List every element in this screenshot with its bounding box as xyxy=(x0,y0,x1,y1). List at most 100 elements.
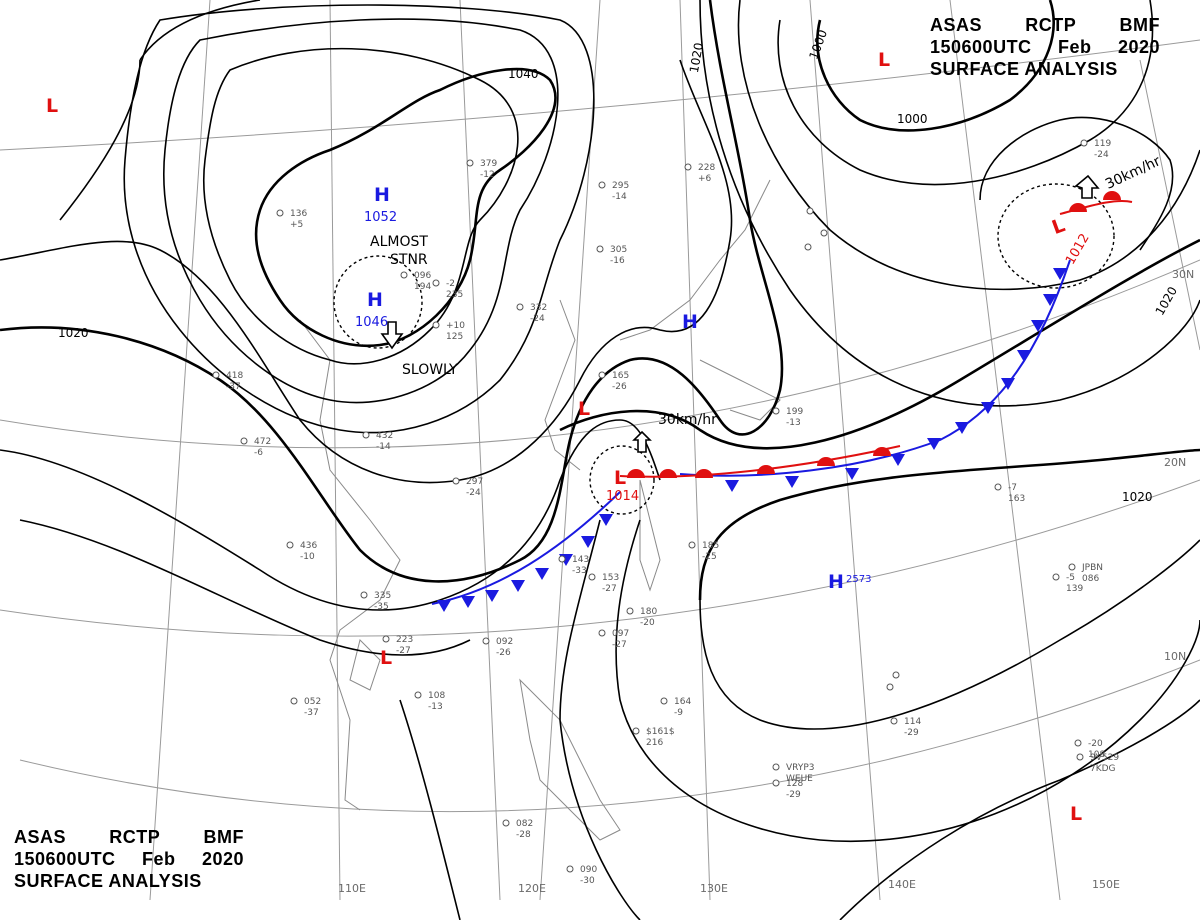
isobar xyxy=(839,699,1200,920)
longitude-label: 120E xyxy=(518,882,546,895)
warm-front-semicircle-icon xyxy=(817,457,835,466)
meridian-line xyxy=(949,0,1061,901)
low-center-value: 1014 xyxy=(606,489,639,504)
header-unit: BMF xyxy=(1119,15,1160,35)
station-plots: 379-12305-16295-14228+6332-24165-26199-1… xyxy=(212,139,1119,886)
station-value: -24 xyxy=(1094,150,1109,160)
header-datetime: 150600UTC xyxy=(930,37,1032,57)
warm-front-line xyxy=(619,199,1133,478)
cold-front-triangle-icon xyxy=(1001,378,1015,390)
isobar xyxy=(0,419,661,611)
header-year: 2020 xyxy=(1117,37,1160,57)
station-value: 052 xyxy=(304,697,321,707)
parallel-line xyxy=(19,659,1200,813)
high-center-marker: H xyxy=(374,184,390,206)
station-circle-icon xyxy=(240,437,248,445)
station-value: 9V529 xyxy=(1090,753,1119,763)
header-agency: ASAS xyxy=(930,15,983,35)
header-line-2: 150600UTC Feb 2020 xyxy=(14,848,244,870)
header-line-1: ASAS RCTP BMF xyxy=(930,14,1160,36)
header-product: SURFACE ANALYSIS xyxy=(14,871,202,891)
station-value: 235 xyxy=(446,290,463,300)
cold-front-triangle-icon xyxy=(955,422,969,434)
station-value: 432 xyxy=(376,431,393,441)
station-circle-icon xyxy=(772,763,780,771)
station-value: -27 xyxy=(612,640,627,650)
isobar xyxy=(699,539,1200,730)
cold-front-triangle-icon xyxy=(725,480,739,492)
station-value: -7 xyxy=(1008,483,1017,493)
station-circle-icon xyxy=(400,271,408,279)
station-value: 216 xyxy=(646,738,663,748)
station-circle-icon xyxy=(588,573,596,581)
station-value: 165 xyxy=(612,371,629,381)
isobar-label: 1020 xyxy=(1122,490,1153,504)
warm-front-semicircle-icon xyxy=(659,469,677,478)
station-circle-icon xyxy=(598,629,606,637)
parallel-line xyxy=(0,39,1200,151)
station-value: 472 xyxy=(254,437,271,447)
header-station: RCTP xyxy=(1025,15,1077,35)
station-value: 418 xyxy=(226,371,243,381)
station-value: -20 xyxy=(640,618,655,628)
header-month: Feb xyxy=(1058,37,1092,57)
graticule-labels: 110E 120E 130E 140E 150E 30N 20N 10N xyxy=(338,268,1194,895)
station-value: -5 xyxy=(1066,573,1075,583)
station-value: -35 xyxy=(374,602,389,612)
station-circle-icon xyxy=(362,431,370,439)
station-circle-icon xyxy=(886,683,894,691)
cold-front-triangle-icon xyxy=(535,568,549,580)
longitude-label: 140E xyxy=(888,878,916,891)
motion-arrow-icon xyxy=(1074,174,1100,199)
station-circle-icon xyxy=(1068,563,1076,571)
station-circle-icon xyxy=(598,371,606,379)
isobar-label: 1020 xyxy=(687,42,706,75)
motion-arrows xyxy=(380,174,1100,453)
station-value: -29 xyxy=(904,728,919,738)
latitude-label: 10N xyxy=(1164,650,1186,663)
isobar xyxy=(59,0,261,221)
station-value: -27 xyxy=(602,584,617,594)
warm-front-semicircle-icon xyxy=(1103,191,1121,200)
station-value: +6 xyxy=(698,174,712,184)
cold-front-triangle-icon xyxy=(485,590,499,602)
isobar-1020 xyxy=(0,0,784,583)
high-center-value: 1052 xyxy=(364,210,397,225)
coastlines xyxy=(299,179,781,841)
isobar xyxy=(559,519,641,920)
low-center-marker: L xyxy=(1070,803,1082,825)
high-center-marker: H xyxy=(828,571,844,593)
station-circle-icon xyxy=(414,691,422,699)
isobar xyxy=(699,0,1200,407)
warm-front-semicircles xyxy=(627,191,1121,478)
header-station: RCTP xyxy=(109,827,161,847)
isobar-label: 1040 xyxy=(508,67,539,81)
cold-front-triangle-icon xyxy=(1017,350,1031,362)
station-circle-icon xyxy=(566,865,574,873)
station-value: -6 xyxy=(254,448,263,458)
station-value: 114 xyxy=(904,717,921,727)
station-circle-icon xyxy=(804,243,812,251)
station-value: -26 xyxy=(496,648,511,658)
high-center-value: 2573 xyxy=(846,574,871,585)
meridian-line xyxy=(459,0,501,901)
station-value: 092 xyxy=(496,637,513,647)
isobar xyxy=(0,59,733,484)
coastline-japan xyxy=(619,179,781,421)
station-value: -13 xyxy=(428,702,443,712)
station-value: -2 xyxy=(446,279,455,289)
station-value: 143 xyxy=(572,555,589,565)
cold-front-triangle-icon xyxy=(927,438,941,450)
station-value: 082 xyxy=(516,819,533,829)
cold-front-triangle-icon xyxy=(891,454,905,466)
station-circle-icon xyxy=(276,209,284,217)
station-value: VRYP3 xyxy=(786,763,815,773)
station-value: -24 xyxy=(466,488,481,498)
header-line-2: 150600UTC Feb 2020 xyxy=(930,36,1160,58)
motion-arrow-icon xyxy=(380,321,404,350)
station-value: +10 xyxy=(446,321,465,331)
station-value: 136 xyxy=(290,209,307,219)
warm-front-semicircle-icon xyxy=(627,469,645,478)
station-value: 164 xyxy=(674,697,691,707)
low-center-marker: L xyxy=(46,95,58,117)
